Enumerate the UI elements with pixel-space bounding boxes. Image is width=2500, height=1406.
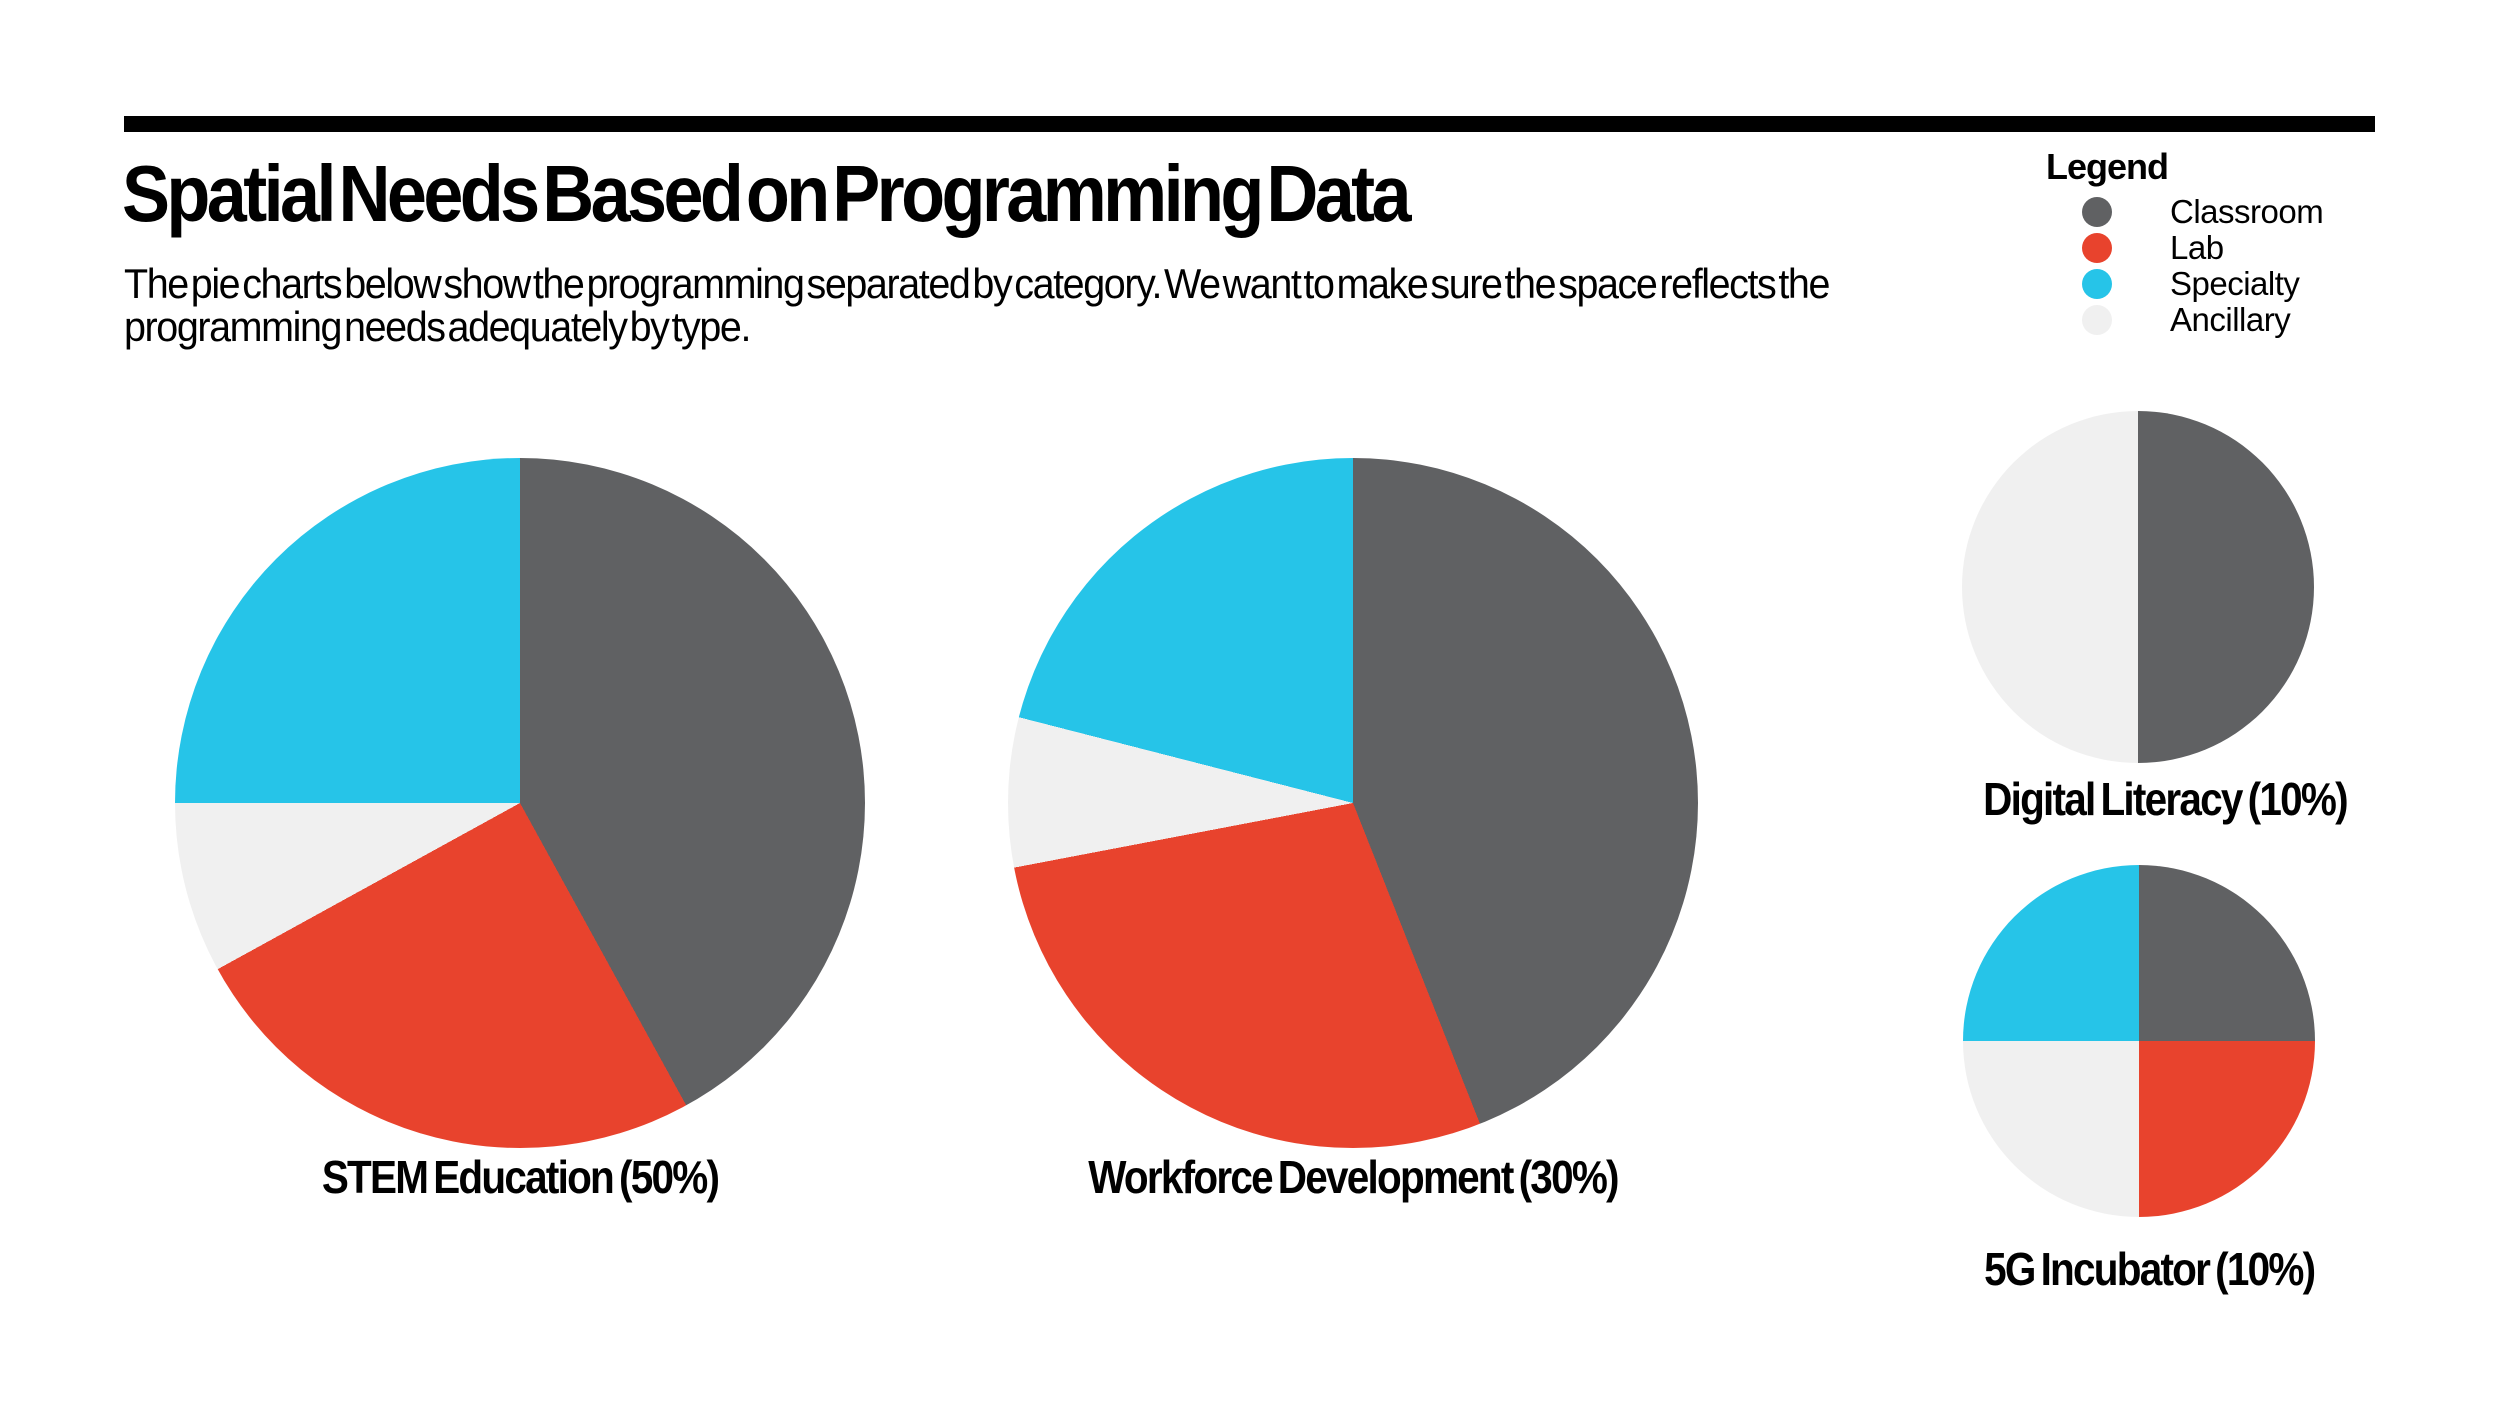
pie-chart-stem-education bbox=[175, 458, 865, 1148]
pie-workforce-development: Workforce Development (30%) bbox=[1008, 458, 1698, 1203]
legend-rows: Classroom Lab Specialty Ancillary bbox=[2046, 193, 2324, 338]
legend-item-specialty: Specialty bbox=[2046, 265, 2323, 302]
pie-label-digital-literacy: Digital Literacy (10%) bbox=[1983, 773, 2348, 825]
legend-label: Lab bbox=[2170, 229, 2224, 266]
legend-label: Specialty bbox=[2170, 265, 2300, 302]
legend-item-ancillary: Ancillary bbox=[2046, 301, 2323, 338]
pie-digital-literacy: Digital Literacy (10%) bbox=[1962, 411, 2349, 825]
pie-label-stem-education: STEM Education (50%) bbox=[321, 1151, 720, 1203]
legend-swatch-icon bbox=[2082, 305, 2112, 335]
legend-swatch-icon bbox=[2082, 269, 2112, 299]
legend-item-lab: Lab bbox=[2046, 229, 2323, 266]
legend-title: Legend bbox=[2046, 146, 2169, 187]
pie-label-workforce-development: Workforce Development (30%) bbox=[1088, 1151, 1619, 1203]
pie-chart-workforce-development bbox=[1008, 458, 1698, 1148]
legend-label: Ancillary bbox=[2170, 301, 2291, 338]
page-subtitle: The pie charts below show the programmin… bbox=[124, 260, 1830, 350]
pie-stem-education: STEM Education (50%) bbox=[175, 458, 865, 1203]
pie-5g-incubator: 5G Incubator (10%) bbox=[1963, 865, 2316, 1295]
legend: Legend Classroom Lab Specialty Ancillary bbox=[2046, 146, 2324, 338]
pie-label-5g-incubator: 5G Incubator (10%) bbox=[1984, 1243, 2316, 1295]
subtitle-line-2: programming needs adequately by type. bbox=[124, 303, 751, 350]
top-rule bbox=[124, 116, 2375, 132]
legend-swatch-icon bbox=[2082, 197, 2112, 227]
pie-chart-5g-incubator bbox=[1963, 865, 2315, 1217]
legend-label: Classroom bbox=[2170, 193, 2324, 230]
subtitle-line-1: The pie charts below show the programmin… bbox=[124, 260, 1830, 307]
legend-swatch-icon bbox=[2082, 233, 2112, 263]
pie-chart-digital-literacy bbox=[1962, 411, 2314, 763]
legend-item-classroom: Classroom bbox=[2046, 193, 2324, 230]
page-title: Spatial Needs Based on Programming Data bbox=[122, 149, 1412, 238]
